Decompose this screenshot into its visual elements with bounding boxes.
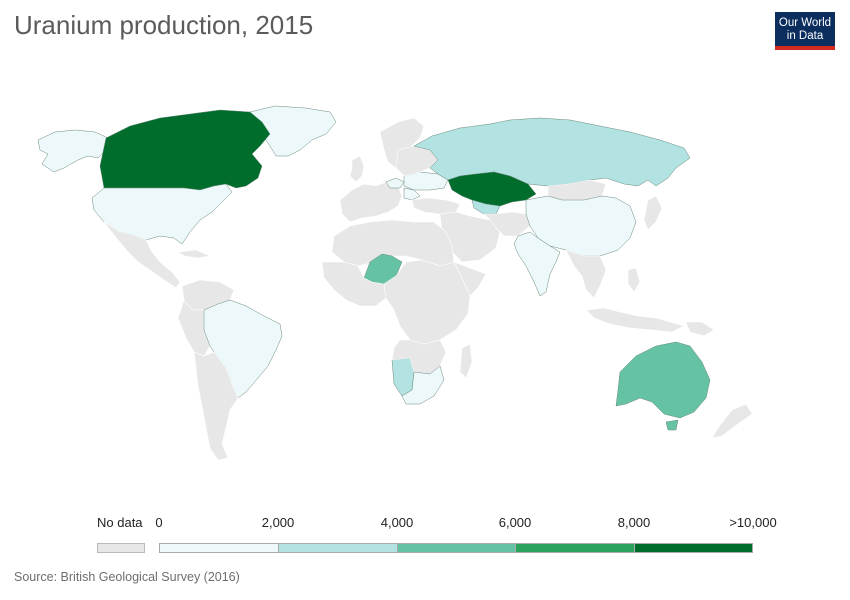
logo-line-2: in Data (786, 30, 824, 42)
country-southeast-asia[interactable] (565, 249, 607, 299)
source-note: Source: British Geological Survey (2016) (14, 570, 240, 584)
legend-tick: 4,000 (380, 515, 414, 530)
country-philippines[interactable] (627, 267, 641, 293)
country-argentina[interactable] (193, 351, 239, 461)
legend-bin[interactable] (397, 543, 515, 553)
country-romania[interactable] (403, 187, 421, 201)
legend-tick: 0 (155, 515, 163, 530)
country-china[interactable] (525, 195, 637, 257)
country-czech-republic[interactable] (385, 177, 405, 189)
country-peru[interactable] (177, 299, 211, 357)
country-indonesia[interactable] (585, 307, 685, 333)
country-mexico[interactable] (103, 221, 181, 289)
country-ukraine[interactable] (403, 171, 449, 191)
legend-bin[interactable] (159, 543, 278, 553)
legend-color-scale (159, 543, 753, 553)
country-madagascar[interactable] (459, 343, 473, 379)
country-new-zealand[interactable] (711, 403, 753, 439)
owid-logo[interactable]: Our World in Data (775, 12, 835, 50)
logo-line-1: Our World (778, 17, 832, 29)
country-tasmania[interactable] (665, 419, 679, 431)
legend-bin[interactable] (278, 543, 397, 553)
legend-tick: 2,000 (261, 515, 295, 530)
legend-tick: >10,000 (729, 515, 777, 530)
legend-tick: 8,000 (617, 515, 651, 530)
legend-no-data-label: No data (97, 515, 143, 530)
country-japan[interactable] (643, 195, 663, 231)
country-horn-of-africa[interactable] (453, 261, 487, 297)
country-png[interactable] (685, 321, 715, 337)
country-canada[interactable] (99, 109, 271, 191)
country-turkey[interactable] (411, 197, 461, 215)
country-brazil[interactable] (203, 299, 283, 399)
country-india[interactable] (513, 231, 561, 297)
country-united-kingdom[interactable] (349, 155, 365, 183)
world-map (37, 105, 753, 461)
country-russia[interactable] (413, 117, 691, 187)
country-united-states[interactable] (91, 183, 233, 245)
legend-bin[interactable] (515, 543, 634, 553)
legend-no-data-swatch (97, 543, 145, 553)
legend-tick: 6,000 (498, 515, 532, 530)
country-alaska[interactable] (37, 129, 109, 173)
country-south-africa[interactable] (401, 365, 445, 405)
country-central-africa[interactable] (383, 259, 471, 345)
chart-title: Uranium production, 2015 (14, 10, 314, 40)
country-iran[interactable] (483, 211, 531, 237)
country-namibia[interactable] (391, 357, 415, 397)
legend-bin[interactable] (634, 543, 753, 553)
country-australia[interactable] (615, 341, 711, 419)
country-cuba[interactable] (177, 249, 211, 259)
country-western-europe[interactable] (339, 181, 403, 223)
